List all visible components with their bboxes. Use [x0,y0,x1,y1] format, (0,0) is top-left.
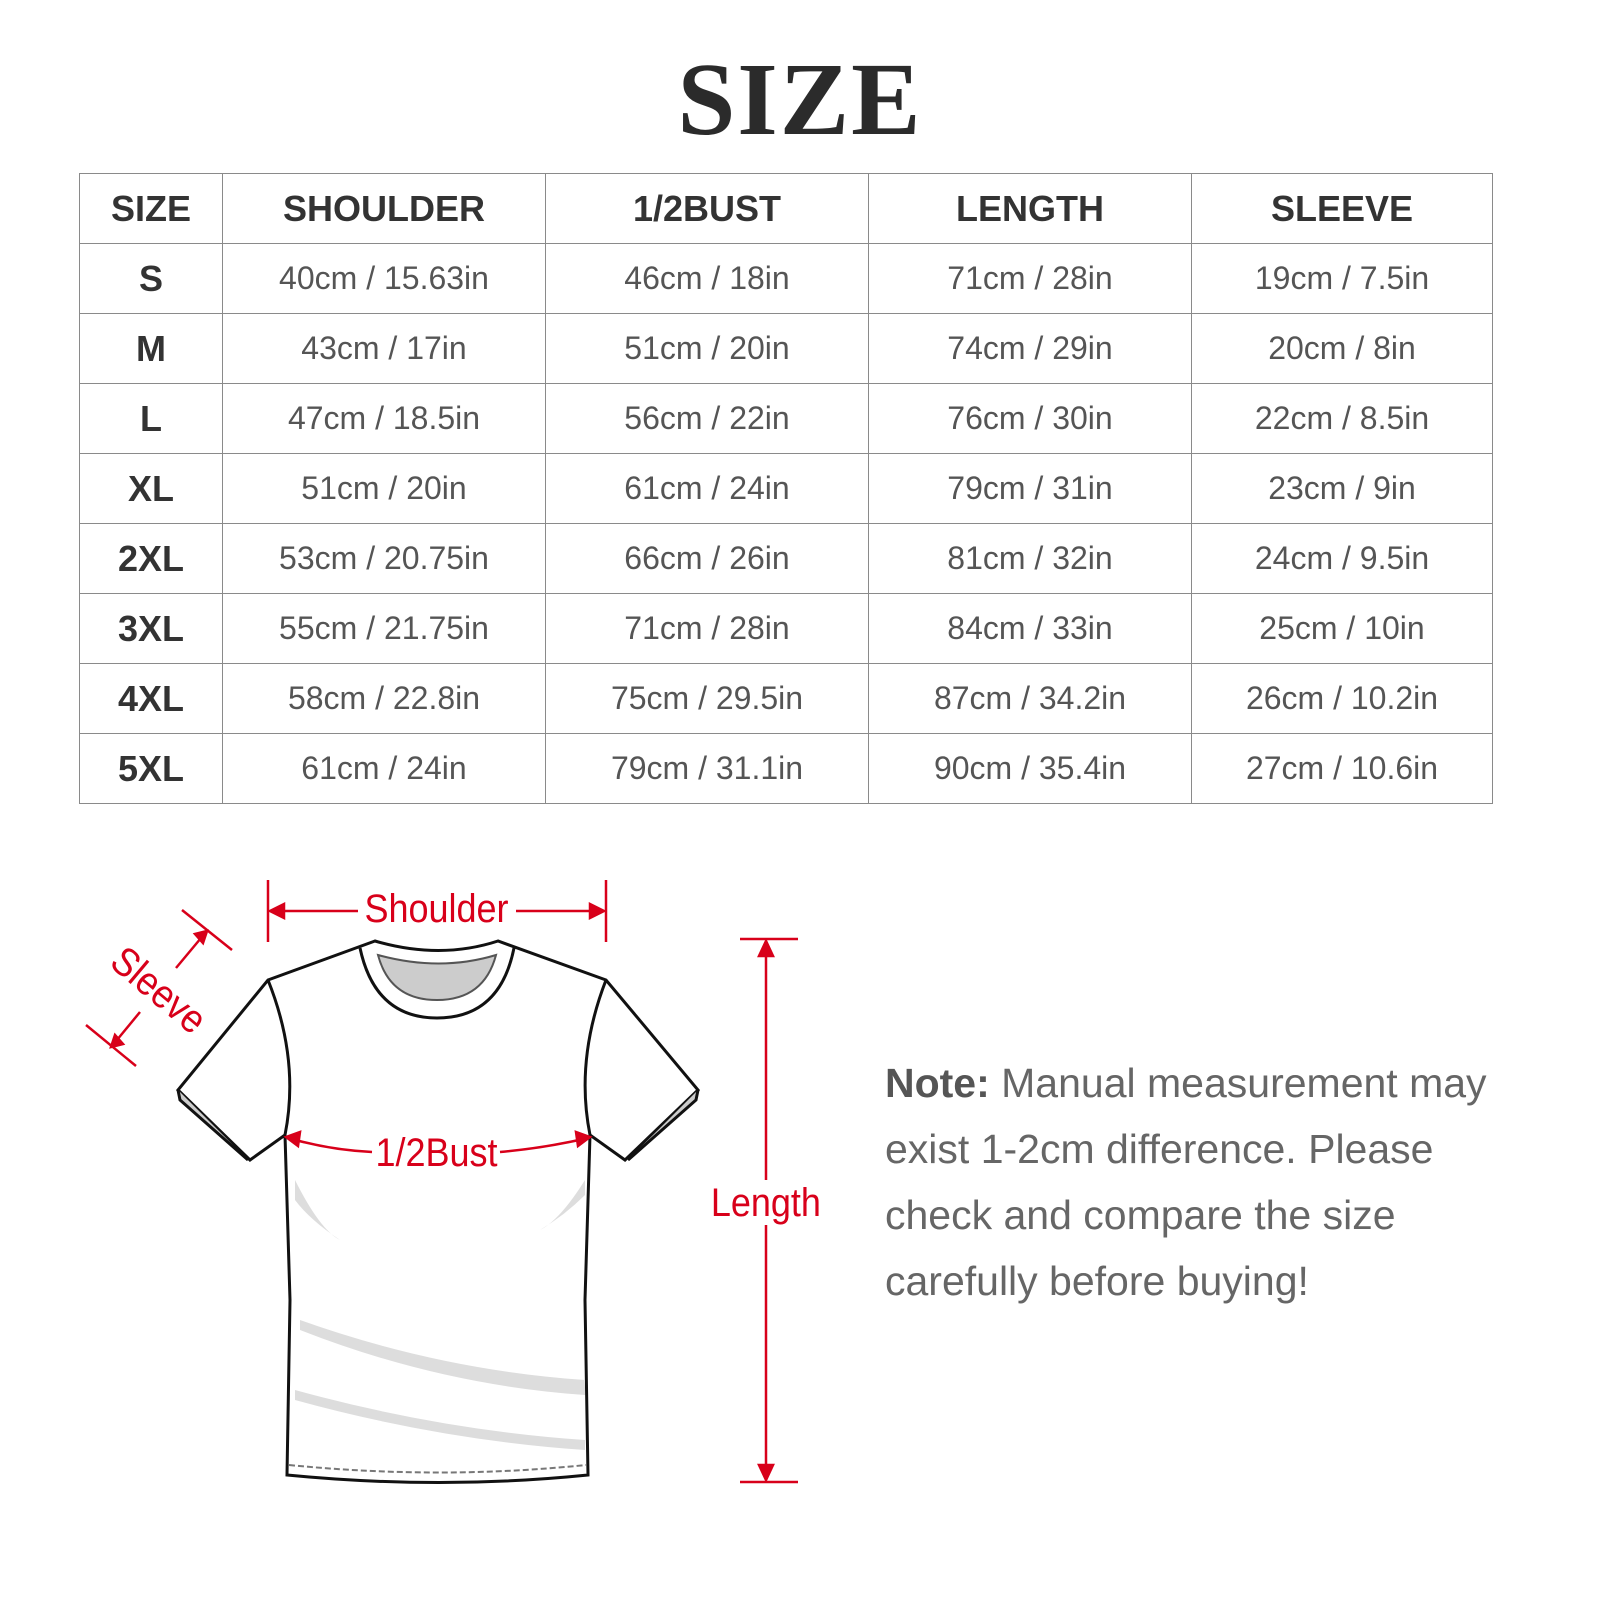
cell-bust: 71cm / 28in [545,593,869,664]
tshirt-outline-icon [175,939,701,1484]
header-shoulder: SHOULDER [222,173,546,244]
cell-shoulder: 55cm / 21.75in [222,593,546,664]
cell-length: 84cm / 33in [868,593,1192,664]
cell-shoulder: 51cm / 20in [222,453,546,524]
cell-size: M [79,313,223,384]
cell-size: 2XL [79,523,223,594]
fabric-shading [295,1180,585,1450]
table-row: 4XL 58cm / 22.8in 75cm / 29.5in 87cm / 34.2… [79,663,1493,734]
cell-shoulder: 58cm / 22.8in [222,663,546,734]
cell-shoulder: 43cm / 17in [222,313,546,384]
header-bust: 1/2BUST [545,173,869,244]
cell-sleeve: 27cm / 10.6in [1191,733,1493,804]
table-row: S 40cm / 15.63in 46cm / 18in 71cm / 28in 19c… [79,243,1493,314]
cell-length: 90cm / 35.4in [868,733,1192,804]
cell-size: S [79,243,223,314]
cell-sleeve: 24cm / 9.5in [1191,523,1493,594]
note-label: Note: [885,1060,990,1106]
cell-sleeve: 19cm / 7.5in [1191,243,1493,314]
length-label: Length [711,1181,821,1225]
cell-sleeve: 23cm / 9in [1191,453,1493,524]
cell-sleeve: 25cm / 10in [1191,593,1493,664]
header-row: SIZE SHOULDER 1/2BUST LENGTH SLEEVE [79,173,1493,244]
cell-bust: 66cm / 26in [545,523,869,594]
cell-bust: 75cm / 29.5in [545,663,869,734]
cell-shoulder: 47cm / 18.5in [222,383,546,454]
shoulder-label: Shoulder [364,887,508,931]
cell-size: XL [79,453,223,524]
cell-bust: 46cm / 18in [545,243,869,314]
cell-sleeve: 26cm / 10.2in [1191,663,1493,734]
tshirt-diagram: Shoulder Sleeve 1/2Bust Length [85,880,821,1484]
cell-size: L [79,383,223,454]
cell-bust: 56cm / 22in [545,383,869,454]
cell-sleeve: 20cm / 8in [1191,313,1493,384]
bust-label: 1/2Bust [375,1131,497,1175]
cell-sleeve: 22cm / 8.5in [1191,383,1493,454]
sleeve-label: Sleeve [102,938,215,1043]
table-row: 2XL 53cm / 20.75in 66cm / 26in 81cm / 32in 2… [79,523,1493,594]
table-row: 3XL 55cm / 21.75in 71cm / 28in 84cm / 33in 2… [79,593,1493,664]
cell-size: 3XL [79,593,223,664]
table-row: L 47cm / 18.5in 56cm / 22in 76cm / 30in 22cm… [79,383,1493,454]
table-row: XL 51cm / 20in 61cm / 24in 79cm / 31in 23cm … [79,453,1493,524]
header-length: LENGTH [868,173,1192,244]
cell-bust: 79cm / 31.1in [545,733,869,804]
cell-length: 81cm / 32in [868,523,1192,594]
cell-length: 76cm / 30in [868,383,1192,454]
measure-arrows-icon [85,880,798,1484]
cell-bust: 51cm / 20in [545,313,869,384]
cell-length: 74cm / 29in [868,313,1192,384]
cell-length: 71cm / 28in [868,243,1192,314]
note-body: Manual measurement may exist 1-2cm diffe… [885,1060,1487,1304]
table-row: 5XL 61cm / 24in 79cm / 31.1in 90cm / 35.4in… [79,733,1493,804]
table-row: M 43cm / 17in 51cm / 20in 74cm / 29in 20cm /… [79,313,1493,384]
cell-size: 5XL [79,733,223,804]
cell-length: 79cm / 31in [868,453,1192,524]
cell-length: 87cm / 34.2in [868,663,1192,734]
note-text: Note: Manual measurement may exist 1-2cm… [885,1050,1525,1314]
header-sleeve: SLEEVE [1191,173,1493,244]
cell-shoulder: 40cm / 15.63in [222,243,546,314]
page-title: SIZE [677,42,923,157]
cell-shoulder: 61cm / 24in [222,733,546,804]
cell-shoulder: 53cm / 20.75in [222,523,546,594]
size-table: SIZE SHOULDER 1/2BUST LENGTH SLEEVE S 40c… [79,173,1493,804]
cell-size: 4XL [79,663,223,734]
header-size: SIZE [79,173,223,244]
cell-bust: 61cm / 24in [545,453,869,524]
